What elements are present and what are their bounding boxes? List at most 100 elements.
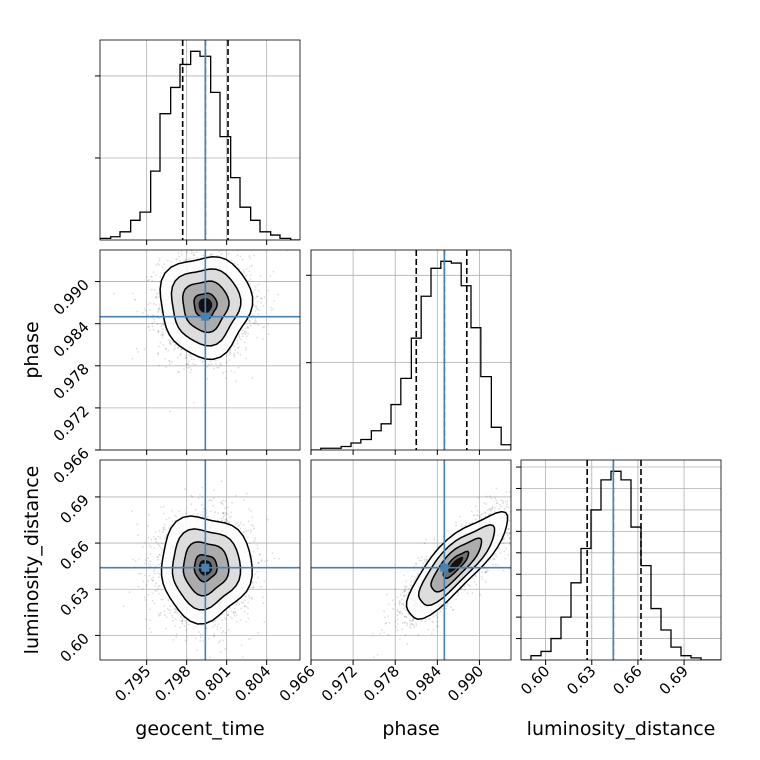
scatter-point: [255, 320, 258, 323]
scatter-point: [256, 571, 259, 573]
scatter-point: [153, 289, 156, 291]
scatter-point: [148, 279, 151, 281]
scatter-point: [153, 602, 156, 605]
scatter-point: [157, 535, 160, 538]
scatter-point: [272, 308, 275, 310]
scatter-point: [245, 357, 248, 360]
scatter-point: [149, 608, 152, 611]
scatter-point: [202, 516, 204, 518]
scatter-point: [207, 363, 210, 366]
scatter-point: [169, 410, 172, 413]
scatter-point: [150, 631, 153, 634]
scatter-point: [165, 518, 168, 521]
scatter-point: [236, 347, 239, 350]
scatter-point: [160, 325, 163, 328]
scatter-point: [177, 370, 180, 373]
scatter-point: [172, 619, 174, 622]
scatter-point: [196, 256, 199, 259]
scatter-point: [231, 617, 233, 620]
scatter-point: [157, 331, 160, 334]
scatter-point: [231, 502, 234, 504]
scatter-point: [158, 593, 160, 595]
joint-panel-geocent_time-phase: [99, 218, 301, 451]
scatter-point: [174, 618, 177, 620]
scatter-point: [157, 353, 159, 356]
scatter-point: [251, 516, 254, 519]
scatter-point: [147, 314, 150, 317]
scatter-point: [199, 493, 201, 496]
scatter-point: [254, 317, 257, 320]
scatter-point: [175, 258, 178, 260]
scatter-point: [159, 334, 162, 336]
scatter-point: [153, 547, 156, 549]
scatter-point: [147, 326, 150, 329]
scatter-point: [251, 597, 253, 600]
scatter-point: [149, 619, 152, 621]
scatter-point: [227, 614, 229, 617]
scatter-point: [159, 276, 162, 278]
scatter-point: [164, 357, 167, 360]
scatter-point: [176, 258, 179, 261]
scatter-point: [247, 520, 250, 523]
scatter-point: [237, 525, 240, 527]
scatter-point: [253, 254, 256, 257]
scatter-point: [242, 218, 244, 220]
scatter-point: [209, 656, 211, 659]
scatter-point: [175, 636, 178, 639]
scatter-point: [177, 347, 179, 349]
scatter-point: [178, 259, 181, 262]
scatter-point: [172, 639, 175, 641]
scatter-point: [211, 499, 213, 502]
scatter-point: [200, 496, 203, 498]
scatter-point: [227, 253, 230, 255]
scatter-point: [156, 555, 159, 558]
scatter-point: [184, 639, 187, 642]
scatter-point: [258, 562, 260, 564]
scatter-point: [150, 288, 153, 291]
scatter-point: [161, 323, 164, 326]
scatter-point: [176, 612, 179, 614]
scatter-point: [229, 348, 232, 350]
scatter-point: [176, 356, 179, 359]
scatter-point: [170, 361, 173, 364]
scatter-point: [224, 500, 227, 502]
scatter-point: [210, 363, 213, 365]
scatter-point: [169, 609, 172, 612]
scatter-point: [267, 333, 270, 335]
scatter-point: [269, 306, 272, 309]
scatter-point: [174, 347, 177, 349]
scatter-point: [154, 538, 157, 541]
scatter-point: [243, 330, 246, 333]
scatter-point: [210, 253, 212, 256]
scatter-point: [224, 518, 227, 521]
scatter-point: [213, 634, 216, 637]
scatter-point: [228, 521, 230, 524]
scatter-point: [171, 614, 174, 617]
scatter-point: [133, 298, 136, 301]
scatter-point: [158, 260, 161, 262]
scatter-point: [221, 619, 224, 621]
scatter-point: [214, 362, 217, 365]
scatter-point: [252, 550, 255, 553]
scatter-point: [145, 584, 148, 587]
scatter-point: [201, 361, 204, 364]
scatter-point: [194, 637, 197, 640]
scatter-point: [233, 352, 236, 355]
scatter-point: [157, 296, 160, 298]
scatter-point: [148, 329, 151, 331]
scatter-point: [181, 620, 184, 622]
scatter-point: [161, 330, 163, 333]
scatter-point: [147, 303, 150, 306]
scatter-point: [162, 527, 165, 529]
scatter-point: [247, 333, 250, 335]
scatter-point: [161, 549, 164, 551]
scatter-point: [271, 552, 274, 555]
scatter-point: [219, 651, 222, 654]
scatter-point: [169, 244, 171, 246]
scatter-point: [192, 251, 195, 254]
scatter-point: [178, 510, 180, 513]
scatter-point: [222, 630, 225, 633]
scatter-point: [250, 324, 252, 327]
scatter-point: [144, 309, 147, 312]
scatter-point: [273, 557, 276, 560]
